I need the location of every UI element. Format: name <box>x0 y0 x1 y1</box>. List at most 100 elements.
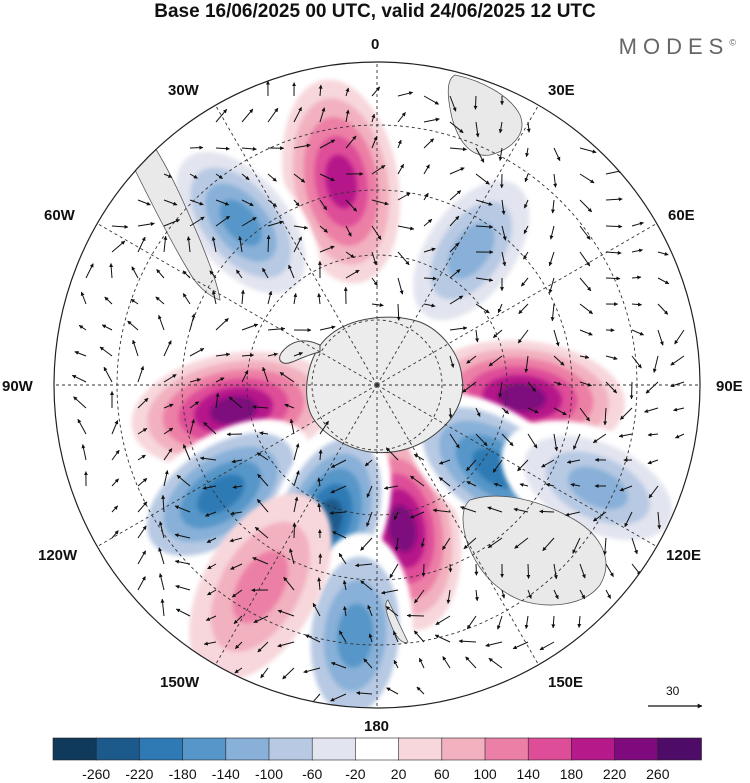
lon-label-120w: 120W <box>38 547 78 564</box>
wind-arrow <box>518 303 529 315</box>
wind-arrow <box>252 405 269 409</box>
colorbar-segment <box>311 737 357 761</box>
wind-arrow <box>487 537 503 549</box>
wind-arrow <box>393 630 399 643</box>
wind-arrow <box>289 418 295 435</box>
latitude-circle-2 <box>246 254 508 516</box>
wind-arrow <box>438 477 451 487</box>
wind-arrow <box>448 563 453 573</box>
lon-label-90w: 90W <box>2 378 33 395</box>
wind-arrow <box>449 167 465 175</box>
colorbar-tick-label: 220 <box>602 766 627 782</box>
wind-arrow <box>160 598 165 617</box>
wind-arrow <box>579 589 586 600</box>
wind-arrow <box>293 143 311 149</box>
wind-arrow <box>279 371 295 383</box>
wind-arrow <box>396 303 401 321</box>
wind-arrow <box>73 396 87 409</box>
anomaly-level <box>325 154 358 209</box>
wind-arrow <box>566 459 581 464</box>
wind-arrow <box>293 173 306 183</box>
wind-arrow <box>329 511 347 516</box>
wind-arrow <box>137 501 148 513</box>
wind-arrow <box>466 355 477 364</box>
wind-arrow <box>524 355 529 373</box>
wind-arrow <box>163 173 173 178</box>
wind-arrow <box>553 147 561 162</box>
wind-arrow <box>330 485 347 494</box>
colorbar-tick-label: -60 <box>302 766 323 782</box>
wind-arrow <box>657 251 669 256</box>
wind-arrow <box>127 320 139 331</box>
wind-arrow <box>267 290 273 305</box>
wind-arrow <box>501 433 514 447</box>
wind-arrow <box>449 121 464 134</box>
wind-arrow <box>77 418 87 435</box>
wind-arrow <box>527 589 532 599</box>
wind-arrow <box>174 505 191 513</box>
wind-arrow <box>524 173 529 183</box>
colorbar-tick-label: -260 <box>82 766 111 782</box>
wind-arrow <box>355 563 373 568</box>
colorbar-segment <box>441 737 486 761</box>
wind-arrow <box>526 121 531 133</box>
wind-arrow <box>241 199 254 207</box>
wind-arrow <box>71 374 87 383</box>
wind-arrow <box>330 693 347 702</box>
wind-arrow <box>163 340 172 357</box>
wind-arrow <box>241 146 257 151</box>
wind-arrow <box>553 173 558 188</box>
wind-arrow <box>423 138 435 149</box>
wind-arrow <box>413 453 425 461</box>
wind-arrow <box>189 378 201 383</box>
anomaly-level <box>209 396 258 425</box>
wind-arrow <box>545 482 555 487</box>
wind-arrow <box>579 147 597 154</box>
wind-arrow <box>262 366 269 383</box>
wind-arrow <box>466 615 477 630</box>
colorbar-tick-label: 20 <box>390 766 407 782</box>
wind-arrow <box>397 251 410 266</box>
wind-arrow <box>203 421 217 435</box>
wind-arrow <box>423 95 440 105</box>
wind-arrow <box>605 224 623 229</box>
colorbar-segment <box>52 737 98 761</box>
wind-arrow <box>579 329 593 336</box>
wind-arrow <box>605 563 614 577</box>
wind-arrow <box>338 552 347 565</box>
wind-arrow <box>137 199 151 206</box>
wind-arrow <box>631 355 642 369</box>
antarctic-peninsula <box>279 340 321 364</box>
wind-arrow <box>496 615 503 630</box>
wind-arrow <box>111 505 119 513</box>
wind-arrow <box>317 577 322 591</box>
wind-arrow <box>364 459 373 467</box>
wind-arrow <box>579 277 592 292</box>
wind-arrow <box>319 420 329 435</box>
brand-logo: MODES© <box>619 34 736 60</box>
wind-arrow <box>233 615 243 625</box>
wind-arrow <box>553 355 565 366</box>
anomaly-level <box>196 474 245 515</box>
wind-arrow <box>553 433 559 452</box>
wind-arrow <box>253 615 269 623</box>
anomaly-blob <box>130 419 312 570</box>
wind-arrow <box>631 221 644 227</box>
wind-arrow <box>293 470 300 487</box>
reference-vector-label: 30 <box>666 684 680 698</box>
wind-arrow <box>647 459 659 465</box>
wind-arrow <box>397 112 406 123</box>
wind-arrow <box>657 277 670 285</box>
wind-arrow <box>103 366 113 383</box>
wind-arrow <box>501 225 507 241</box>
wind-arrow <box>230 511 243 516</box>
wind-arrow <box>523 251 529 260</box>
colorbar-tick-label: 60 <box>434 766 450 782</box>
wind-arrow <box>549 225 555 240</box>
wind-arrow <box>289 548 295 565</box>
wind-arrow <box>498 121 503 134</box>
anomaly-level <box>447 222 495 279</box>
wind-arrow <box>182 270 191 279</box>
wind-arrow <box>137 427 148 435</box>
wind-arrow <box>423 303 436 308</box>
